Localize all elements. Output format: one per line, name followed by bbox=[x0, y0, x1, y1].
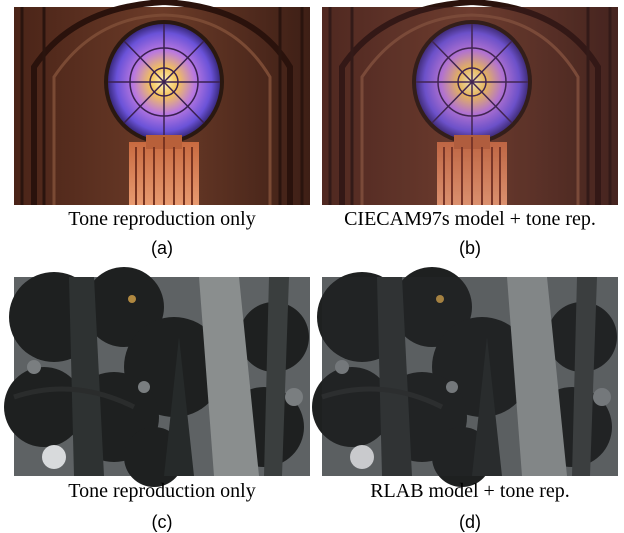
panel-label: (b) bbox=[459, 238, 481, 258]
figure: Tone reproduction only (a) CIECAM97s mod… bbox=[0, 0, 624, 533]
panel-label: (a) bbox=[151, 238, 173, 258]
panel-label: (d) bbox=[459, 512, 481, 532]
figure-canvas: Tone reproduction only (a) CIECAM97s mod… bbox=[0, 0, 624, 533]
caption: CIECAM97s model + tone rep. bbox=[344, 208, 596, 230]
caption: RLAB model + tone rep. bbox=[370, 480, 570, 502]
image-b bbox=[322, 2, 618, 205]
panel-label: (c) bbox=[152, 512, 173, 532]
caption: Tone reproduction only bbox=[68, 480, 255, 502]
image-a bbox=[14, 2, 310, 205]
image-c bbox=[4, 267, 310, 487]
image-d bbox=[312, 267, 618, 487]
caption: Tone reproduction only bbox=[68, 208, 255, 230]
